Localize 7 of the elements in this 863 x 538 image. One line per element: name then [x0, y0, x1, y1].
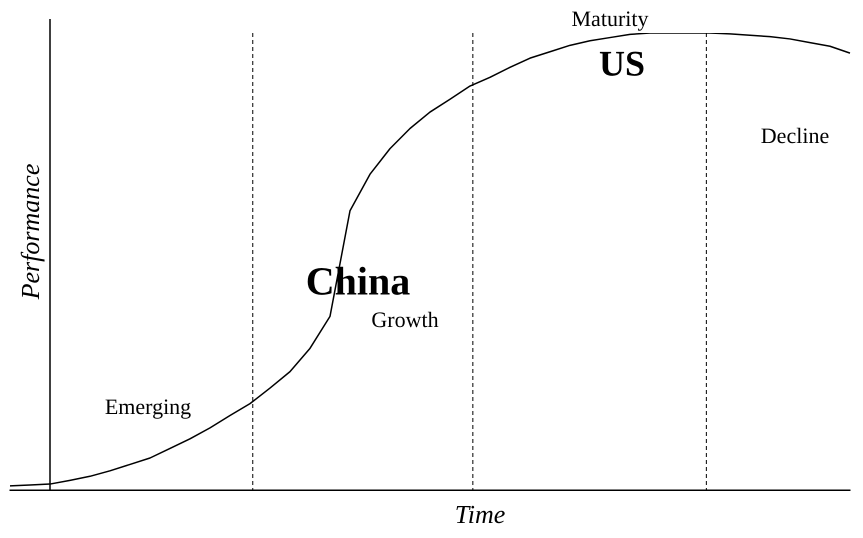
- annotation: Emerging: [104, 394, 192, 419]
- annotation: US: [598, 43, 646, 84]
- y-axis-title: Performance: [16, 164, 45, 300]
- annotation: Decline: [760, 122, 830, 148]
- text: Maturity: [572, 6, 648, 31]
- x-axis-title: Time: [454, 500, 506, 529]
- annotation: Growth: [371, 306, 439, 332]
